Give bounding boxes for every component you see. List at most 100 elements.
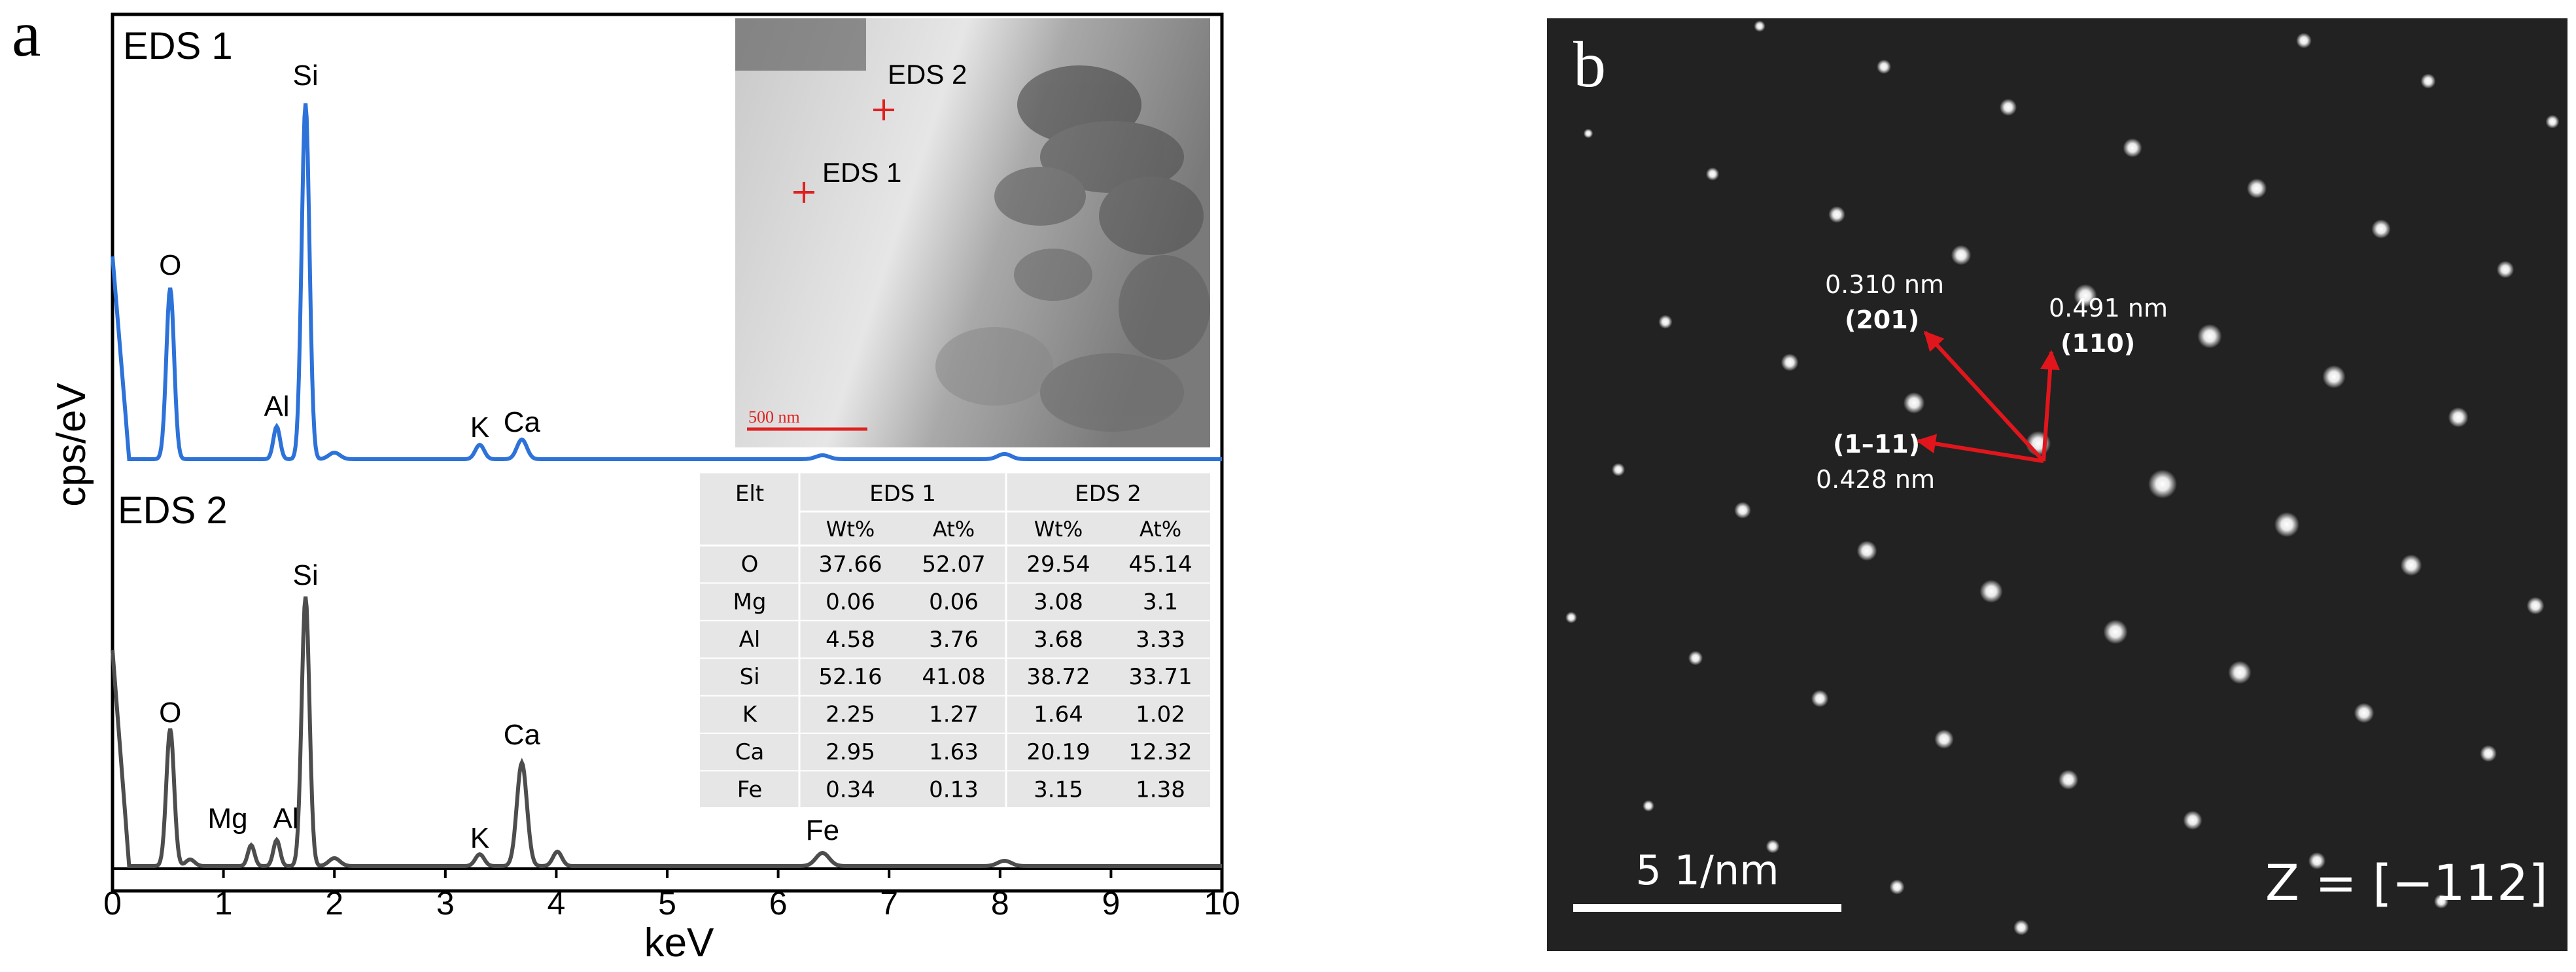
diffraction-spot bbox=[2183, 810, 2202, 830]
diffraction-scale-label: 5 1/nm bbox=[1635, 846, 1779, 894]
diffraction-spot bbox=[1856, 540, 1877, 561]
table-cell: 1.38 bbox=[1136, 776, 1185, 803]
table-group-header: EDS 1 bbox=[869, 481, 936, 507]
table-cell: 12.32 bbox=[1128, 739, 1192, 765]
diffraction-spot bbox=[2420, 73, 2436, 89]
diffraction-spot bbox=[2074, 284, 2097, 307]
inset-micrograph: EDS 2 EDS 1 500 nm bbox=[735, 18, 1210, 447]
eds-1-marker bbox=[793, 182, 814, 203]
diffraction-spot bbox=[2197, 324, 2222, 349]
arrow-201 bbox=[1923, 330, 2045, 463]
table-cell: 38.72 bbox=[1026, 664, 1090, 690]
diffraction-spot bbox=[1781, 353, 1799, 372]
table-cell: 3.68 bbox=[1034, 627, 1083, 653]
x-tick-label: 3 bbox=[436, 885, 455, 922]
diffraction-spot bbox=[1688, 650, 1703, 666]
table-cell: 1.64 bbox=[1034, 702, 1083, 728]
table-row-element: Si bbox=[739, 664, 759, 690]
x-ticks: 0 1 2 3 4 5 6 7 8 9 10 bbox=[103, 869, 1240, 922]
diffraction-spot bbox=[1611, 462, 1626, 477]
x-tick-label: 6 bbox=[769, 885, 788, 922]
diffraction-spot bbox=[2434, 894, 2448, 909]
diffraction-spot bbox=[2123, 138, 2142, 158]
table-cell: 52.07 bbox=[922, 551, 985, 578]
table-row-element: Fe bbox=[737, 776, 763, 803]
composition-table: Elt EDS 1 EDS 2 Wt% At% Wt% At% O 37.66 52.07 29.5… bbox=[700, 471, 1210, 807]
diffraction-spot bbox=[2322, 365, 2346, 389]
table-row-element: Al bbox=[739, 627, 761, 653]
diffraction-spot bbox=[1889, 879, 1905, 895]
diffraction-spot bbox=[2246, 178, 2267, 199]
table-cell: 20.19 bbox=[1026, 739, 1090, 765]
spectrum-1-line bbox=[111, 103, 1222, 461]
zone-axis-label: Z = [−112] bbox=[2265, 854, 2548, 912]
table-cell: 0.13 bbox=[929, 776, 979, 803]
table-row-element: Ca bbox=[735, 739, 765, 765]
table-cell: 33.71 bbox=[1128, 664, 1192, 690]
panel-b-letter: b bbox=[1573, 28, 1606, 101]
panel-a: a 0 1 2 3 4 5 6 7 8 9 10 cps/eV keV EDS 1 EDS 2 O A… bbox=[12, 0, 1240, 965]
peak-label-o: O bbox=[159, 249, 181, 281]
table-cell: 3.15 bbox=[1034, 776, 1083, 803]
diffraction-spot bbox=[2400, 554, 2422, 576]
table-cell: 29.54 bbox=[1026, 551, 1090, 578]
diffraction-spots bbox=[1565, 20, 2560, 935]
x-tick-label: 10 bbox=[1204, 885, 1240, 922]
table-cell: 3.1 bbox=[1143, 589, 1178, 615]
table-row-element: Mg bbox=[733, 589, 767, 615]
diffraction-spot bbox=[2296, 33, 2312, 48]
peak-label-mg: Mg bbox=[207, 803, 247, 835]
table-cell: 41.08 bbox=[922, 664, 985, 690]
diffraction-spot bbox=[1877, 60, 1891, 74]
table-cell: 0.06 bbox=[929, 589, 979, 615]
peak-label-al: Al bbox=[273, 803, 298, 835]
spot-110-spacing: 0.491 nm bbox=[2049, 294, 2168, 322]
table-cell: 1.27 bbox=[929, 702, 979, 728]
diffraction-spot bbox=[2371, 219, 2391, 239]
table-row-element: O bbox=[741, 551, 759, 578]
diffraction-spot bbox=[2103, 619, 2128, 644]
spectrum-2-peak-labels: O Mg Al Si K Ca Fe bbox=[159, 559, 839, 854]
diffraction-spot bbox=[1766, 839, 1780, 854]
spot-1-11-spacing: 0.428 nm bbox=[1816, 465, 1935, 494]
table-cell: 4.58 bbox=[826, 627, 875, 653]
peak-label-ca: Ca bbox=[504, 406, 541, 438]
diffraction-spot bbox=[1583, 128, 1593, 139]
diffraction-spot bbox=[2013, 920, 2029, 935]
diffraction-spot bbox=[2308, 852, 2326, 870]
table-cell: 52.16 bbox=[818, 664, 882, 690]
inset-scale-label: 500 nm bbox=[748, 408, 800, 426]
diffraction-spot bbox=[2496, 260, 2515, 279]
panel-a-letter: a bbox=[12, 0, 41, 70]
x-axis-label: keV bbox=[644, 920, 714, 965]
table-cell: 1.63 bbox=[929, 739, 979, 765]
arrow-110 bbox=[2040, 350, 2061, 462]
table-cell: 45.14 bbox=[1128, 551, 1192, 578]
table-sub-header: Wt% bbox=[1034, 517, 1083, 542]
diffraction-spot bbox=[2058, 769, 2079, 790]
x-tick-label: 8 bbox=[991, 885, 1009, 922]
diffraction-spot bbox=[1705, 167, 1720, 181]
diffraction-spot bbox=[2354, 703, 2375, 723]
spectrum-2-title: EDS 2 bbox=[118, 489, 228, 532]
peak-label-o: O bbox=[159, 697, 181, 729]
table-cell: 3.33 bbox=[1136, 627, 1185, 653]
x-tick-label: 0 bbox=[103, 885, 122, 922]
table-cell: 1.02 bbox=[1136, 702, 1185, 728]
peak-label-si: Si bbox=[293, 60, 319, 92]
y-axis-label: cps/eV bbox=[49, 383, 94, 507]
peak-label-al: Al bbox=[264, 391, 289, 423]
diffraction-spot bbox=[2545, 114, 2560, 129]
spot-201-spacing: 0.310 nm bbox=[1825, 270, 1944, 299]
panel-b: b 0.310 nm (201) 0.491 nm (110) (1–11) 0… bbox=[1547, 18, 2567, 951]
x-tick-label: 1 bbox=[215, 885, 233, 922]
arrow-1-11 bbox=[1916, 434, 2044, 463]
diffraction-spot bbox=[1999, 98, 2017, 116]
peak-label-k: K bbox=[470, 411, 489, 443]
diffraction-spot bbox=[2480, 745, 2497, 762]
diffraction-spot bbox=[2526, 597, 2545, 615]
diffraction-spot bbox=[1565, 612, 1577, 623]
table-group-header: EDS 2 bbox=[1075, 481, 1141, 507]
spot-1-11-index: (1–11) bbox=[1833, 430, 1920, 459]
x-tick-label: 2 bbox=[325, 885, 343, 922]
